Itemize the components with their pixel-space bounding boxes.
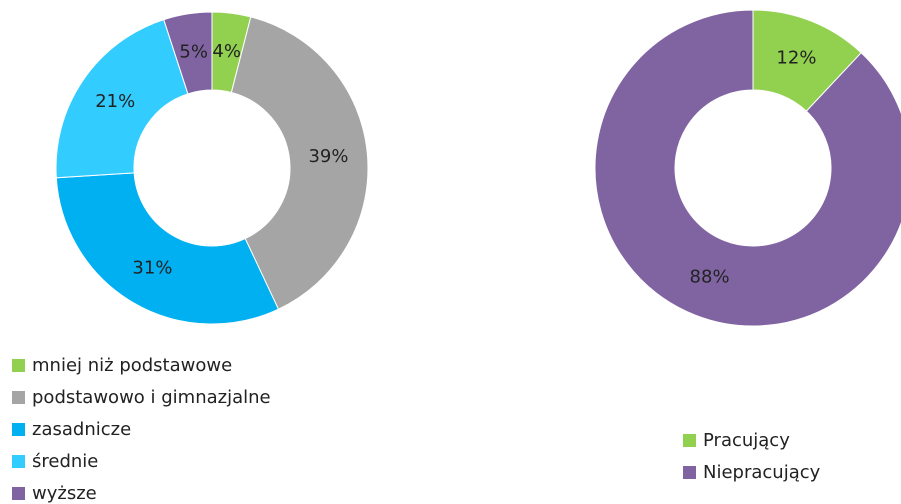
data-label: 4% — [212, 41, 241, 62]
donut-slice — [55, 19, 189, 179]
legend-label: podstawowo i gimnazjalne — [32, 387, 271, 408]
legend-label: zasadnicze — [32, 419, 131, 440]
legend-swatch — [12, 391, 25, 404]
legend-swatch — [683, 466, 696, 479]
donut-slice — [230, 16, 369, 310]
donut-slice — [163, 11, 213, 95]
legend-label: Niepracujący — [703, 462, 821, 483]
legend-swatch — [12, 455, 25, 468]
data-label: 21% — [95, 91, 135, 112]
legend-swatch — [12, 423, 25, 436]
data-label: 88% — [690, 267, 730, 288]
legend-swatch — [12, 487, 25, 500]
data-label: 12% — [776, 47, 816, 68]
data-label: 39% — [308, 146, 348, 167]
donut-slice — [55, 172, 280, 325]
legend-label: mniej niż podstawowe — [32, 355, 232, 376]
legend-label: Pracujący — [703, 430, 790, 451]
data-label: 5% — [179, 41, 208, 62]
data-label: 31% — [132, 258, 172, 279]
legend-swatch — [683, 434, 696, 447]
legend-label: wyższe — [32, 483, 97, 504]
legend-swatch — [12, 359, 25, 372]
donut-slice — [594, 9, 901, 327]
legend-label: średnie — [32, 451, 98, 472]
